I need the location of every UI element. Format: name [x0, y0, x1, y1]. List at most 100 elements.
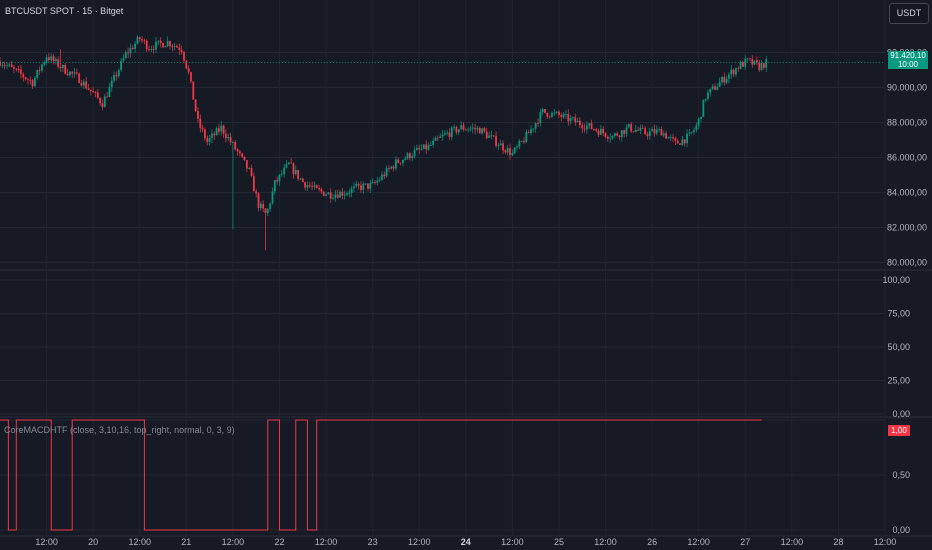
candle-body	[248, 168, 251, 169]
candle-body	[518, 141, 521, 147]
candle-body	[269, 203, 272, 210]
candle-body	[585, 125, 588, 130]
candle-body	[432, 140, 435, 145]
candle-body	[464, 129, 467, 131]
candle-body	[497, 145, 500, 147]
candle-body	[760, 63, 763, 70]
candle-body	[548, 116, 551, 118]
candle-body	[742, 62, 744, 67]
candle-body	[381, 174, 383, 180]
candle-body	[292, 163, 295, 175]
candle-body	[707, 92, 709, 99]
candle-body	[367, 183, 369, 189]
candle-body	[672, 137, 674, 139]
candle-body	[693, 129, 695, 133]
candle-body	[322, 191, 325, 196]
candle-body	[36, 69, 39, 78]
candle-body	[460, 125, 463, 130]
candle-body	[655, 129, 658, 134]
indicator-line	[0, 419, 762, 531]
indicator-last-value-tag: 1,00	[888, 425, 910, 436]
candle-body	[588, 123, 591, 126]
time-tick-label: 12:00	[687, 537, 710, 547]
candle-body	[714, 86, 716, 90]
candle-body	[222, 125, 225, 134]
candle-body	[504, 150, 507, 153]
candle-body	[660, 129, 663, 136]
candle-body	[404, 158, 407, 160]
candle-body	[350, 188, 353, 193]
candle-body	[166, 41, 169, 47]
candle-body	[620, 130, 623, 138]
time-tick-label: 21	[181, 537, 191, 547]
candle-body	[441, 134, 444, 137]
time-tick-label: 12:00	[222, 537, 245, 547]
currency-button[interactable]: USDT	[889, 3, 929, 24]
candle-body	[676, 140, 679, 144]
candle-body	[61, 64, 64, 68]
candle-body	[434, 137, 437, 141]
candle-body	[541, 109, 544, 113]
candle-body	[1, 65, 4, 67]
candle-body	[534, 123, 537, 129]
candle-body	[243, 156, 246, 161]
candle-body	[378, 179, 381, 181]
candle-body	[450, 127, 453, 137]
candle-body	[41, 64, 43, 71]
candle-body	[679, 143, 681, 145]
candle-body	[45, 57, 48, 63]
candle-body	[192, 81, 195, 100]
time-tick-label: 12:00	[128, 537, 151, 547]
candle-body	[436, 137, 439, 139]
time-tick-label: 12:00	[594, 537, 617, 547]
time-tick-label: 25	[554, 537, 564, 547]
candle-body	[115, 75, 118, 77]
candle-body	[411, 156, 414, 159]
candle-body	[606, 136, 609, 139]
candle-body	[206, 138, 209, 142]
candle-body	[376, 180, 379, 183]
candle-body	[476, 127, 479, 130]
candle-body	[364, 183, 367, 185]
candle-body	[630, 123, 633, 132]
candle-body	[15, 68, 18, 70]
candle-body	[234, 141, 237, 150]
candle-body	[190, 72, 192, 82]
candle-body	[306, 185, 309, 188]
candle-body	[453, 126, 456, 128]
candle-body	[38, 69, 41, 71]
pane2-tick-label: 25,00	[887, 376, 910, 386]
candle-body	[457, 129, 460, 133]
candle-body	[546, 112, 549, 117]
candle-body	[695, 125, 698, 130]
candle-body	[623, 130, 626, 134]
candle-body	[278, 174, 281, 182]
candle-body	[339, 191, 341, 198]
candle-body	[99, 97, 102, 104]
candle-body	[336, 194, 339, 198]
candle-body	[374, 182, 376, 184]
candle-body	[651, 129, 654, 132]
candle-body	[583, 128, 586, 130]
candle-body	[700, 116, 702, 119]
candle-body	[737, 68, 740, 69]
candle-body	[360, 185, 362, 190]
candle-body	[173, 46, 176, 47]
candle-body	[54, 59, 57, 62]
candle-body	[762, 63, 765, 68]
candle-body	[245, 160, 248, 169]
candle-body	[392, 166, 395, 169]
candle-body	[697, 118, 700, 126]
candle-body	[644, 128, 647, 135]
candle-body	[103, 96, 106, 108]
candle-body	[669, 137, 672, 138]
candle-body	[329, 192, 332, 199]
time-tick-label: 12:00	[35, 537, 58, 547]
time-tick-label: 23	[368, 537, 378, 547]
candle-body	[124, 52, 127, 59]
candle-body	[73, 72, 76, 74]
candle-body	[276, 180, 279, 182]
candle-body	[530, 129, 532, 134]
candle-body	[283, 167, 286, 175]
